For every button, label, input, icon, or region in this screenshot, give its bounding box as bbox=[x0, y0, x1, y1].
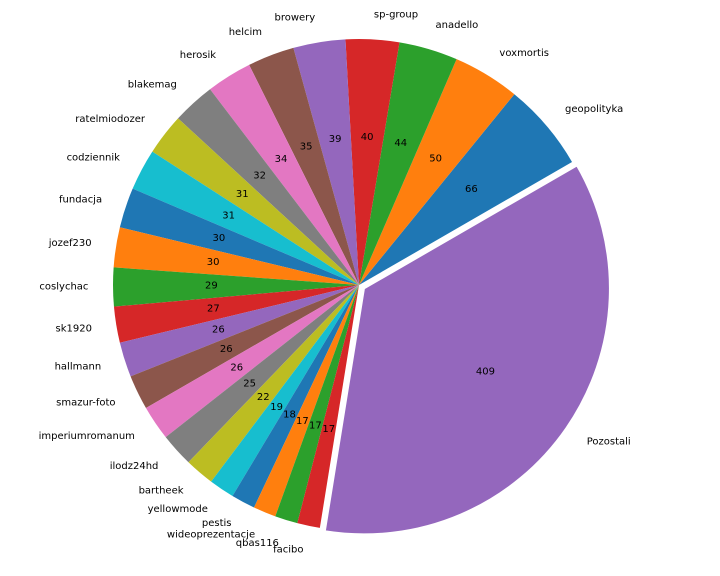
value-label-smazur-foto: 26 bbox=[220, 344, 233, 355]
pie-slice-browery bbox=[293, 39, 359, 285]
value-label-helcim: 35 bbox=[300, 142, 313, 153]
category-label-helcim: helcim bbox=[229, 27, 262, 38]
value-label-pozostali: 409 bbox=[476, 367, 495, 378]
pie-slice-pozostali bbox=[323, 164, 611, 536]
category-label-wideoprezentacje: wideoprezentacje bbox=[167, 529, 255, 540]
value-label-sk1920: 27 bbox=[207, 303, 220, 314]
category-label-voxmortis: voxmortis bbox=[499, 48, 549, 59]
pie-slices bbox=[113, 39, 611, 536]
value-label-hallmann: 26 bbox=[212, 324, 225, 335]
pie-slice-herosik bbox=[210, 64, 359, 286]
pie-slice-jozef230 bbox=[113, 227, 359, 285]
value-label-herosik: 34 bbox=[275, 154, 288, 165]
category-label-codziennik: codziennik bbox=[67, 153, 121, 164]
pie-slice-qbas116 bbox=[275, 285, 359, 524]
pie-slice-yellowmode bbox=[211, 285, 359, 496]
pie-slice-voxmortis bbox=[359, 59, 515, 285]
value-label-pestis: 18 bbox=[283, 410, 296, 421]
category-label-pozostali: Pozostali bbox=[587, 436, 631, 447]
value-label-facibo: 17 bbox=[322, 424, 335, 435]
pie-slice-codziennik bbox=[132, 151, 359, 285]
category-label-blakemag: blakemag bbox=[128, 79, 177, 90]
category-label-facibo: facibo bbox=[273, 544, 303, 555]
category-label-pestis: pestis bbox=[202, 518, 232, 529]
value-label-browery: 39 bbox=[329, 134, 342, 145]
value-label-blakemag: 32 bbox=[253, 170, 266, 181]
category-label-anadello: anadello bbox=[435, 20, 478, 31]
value-label-anadello: 44 bbox=[394, 138, 407, 149]
value-label-jozef230: 30 bbox=[207, 257, 220, 268]
pie-slice-helcim bbox=[249, 47, 359, 285]
category-label-geopolityka: geopolityka bbox=[565, 104, 623, 115]
value-label-coslychac: 29 bbox=[205, 281, 218, 292]
category-label-hallmann: hallmann bbox=[55, 362, 102, 373]
category-label-bartheek: bartheek bbox=[139, 486, 184, 497]
value-label-geopolityka: 66 bbox=[465, 184, 478, 195]
value-label-bartheek: 22 bbox=[257, 392, 270, 403]
pie-slice-imperiumromanum bbox=[145, 285, 359, 438]
value-label-imperiumromanum: 26 bbox=[230, 362, 243, 373]
value-label-qbas116: 17 bbox=[309, 420, 322, 431]
pie-slice-wideoprezentacje bbox=[254, 285, 359, 517]
value-label-codziennik: 31 bbox=[222, 210, 235, 221]
category-label-qbas116: qbas116 bbox=[236, 538, 279, 549]
category-label-coslychac: coslychac bbox=[39, 282, 88, 293]
pie-slice-anadello bbox=[359, 42, 457, 285]
pie-slice-ratelmiodozer bbox=[152, 118, 359, 285]
category-label-smazur-foto: smazur-foto bbox=[56, 398, 115, 409]
pie-slice-coslychac bbox=[113, 267, 359, 307]
pie-slice-facibo bbox=[297, 285, 359, 528]
category-label-jozef230: jozef230 bbox=[48, 238, 92, 249]
pie-slice-sp-group bbox=[345, 39, 400, 285]
value-labels: 6650444039353432313130302927262626252219… bbox=[205, 132, 495, 435]
value-label-fundacja: 30 bbox=[213, 233, 226, 244]
value-label-yellowmode: 19 bbox=[270, 402, 283, 413]
category-label-ilodz24hd: ilodz24hd bbox=[110, 461, 159, 472]
category-label-sk1920: sk1920 bbox=[56, 323, 92, 334]
category-label-sp-group: sp-group bbox=[374, 9, 418, 20]
pie-slice-pestis bbox=[232, 285, 359, 508]
category-label-herosik: herosik bbox=[180, 50, 216, 61]
pie-slice-bartheek bbox=[188, 285, 359, 482]
pie-slice-ilodz24hd bbox=[165, 285, 359, 463]
category-label-browery: browery bbox=[274, 12, 315, 23]
pie-slice-geopolityka bbox=[359, 94, 573, 285]
category-label-yellowmode: yellowmode bbox=[148, 504, 208, 515]
value-label-ratelmiodozer: 31 bbox=[236, 189, 249, 200]
pie-slice-fundacja bbox=[119, 188, 359, 285]
pie-slice-hallmann bbox=[119, 285, 359, 377]
pie-slice-sk1920 bbox=[113, 285, 359, 343]
pie-slice-smazur-foto bbox=[130, 285, 359, 408]
value-label-ilodz24hd: 25 bbox=[243, 379, 256, 390]
pie-slice-blakemag bbox=[178, 89, 359, 285]
category-label-fundacja: fundacja bbox=[59, 194, 102, 205]
value-label-sp-group: 40 bbox=[361, 132, 374, 143]
category-label-imperiumromanum: imperiumromanum bbox=[39, 431, 135, 442]
value-label-wideoprezentacje: 17 bbox=[296, 416, 309, 427]
category-labels: geopolityka voxmortis anadello sp-group brow… bbox=[39, 9, 631, 555]
category-label-ratelmiodozer: ratelmiodozer bbox=[75, 114, 146, 125]
value-label-voxmortis: 50 bbox=[429, 153, 442, 164]
